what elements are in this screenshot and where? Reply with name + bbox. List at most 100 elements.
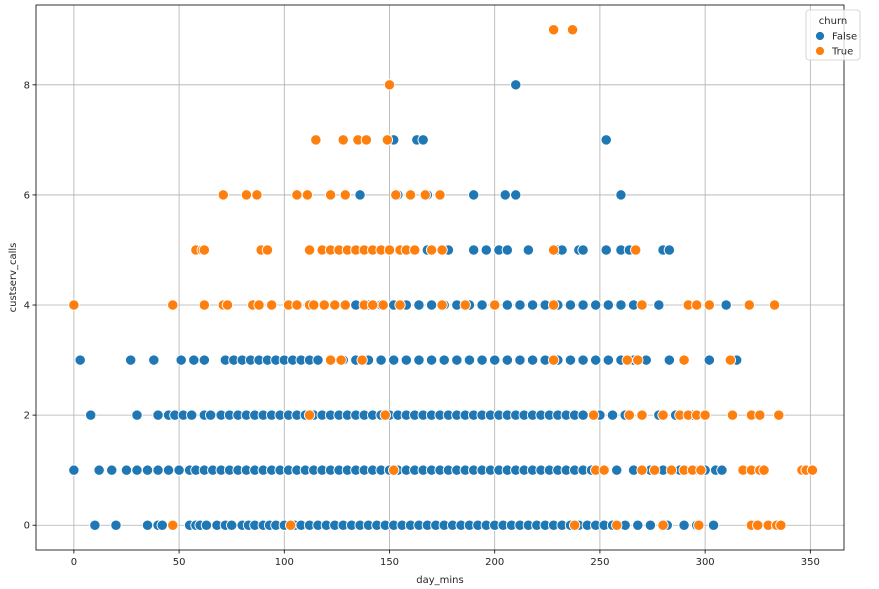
point-true — [743, 299, 755, 311]
x-tick-label: 350 — [801, 557, 820, 568]
point-false — [110, 519, 122, 531]
point-false — [602, 354, 614, 366]
x-tick-label: 150 — [380, 557, 399, 568]
point-true — [569, 519, 581, 531]
point-false — [514, 299, 526, 311]
point-false — [720, 299, 732, 311]
point-false — [600, 134, 612, 146]
point-false — [526, 299, 539, 311]
point-true — [665, 464, 678, 476]
point-false — [632, 519, 644, 531]
point-true — [773, 409, 785, 421]
data-points — [68, 24, 819, 531]
point-true — [632, 354, 644, 366]
x-tick-label: 100 — [275, 557, 294, 568]
point-false — [526, 354, 539, 366]
x-tick-label: 200 — [485, 557, 504, 568]
point-false — [514, 354, 526, 366]
point-false — [602, 299, 614, 311]
point-true — [724, 354, 737, 366]
legend-marker — [815, 31, 825, 41]
point-false — [173, 464, 185, 476]
point-false — [716, 464, 728, 476]
point-false — [413, 299, 425, 311]
point-true — [703, 299, 715, 311]
point-false — [510, 189, 522, 201]
point-true — [436, 244, 448, 256]
point-true — [404, 189, 417, 201]
point-true — [253, 299, 265, 311]
y-tick-label: 2 — [24, 411, 30, 422]
x-tick-label: 250 — [590, 557, 609, 568]
point-true — [419, 189, 431, 201]
point-false — [413, 354, 425, 366]
point-true — [381, 134, 394, 146]
point-false — [125, 354, 137, 366]
point-false — [106, 464, 118, 476]
legend-marker — [815, 46, 825, 56]
point-false — [204, 409, 217, 421]
x-tick-label: 300 — [696, 557, 715, 568]
point-false — [400, 354, 412, 366]
point-false — [590, 354, 602, 366]
point-true — [699, 409, 711, 421]
point-false — [148, 354, 160, 366]
point-false — [388, 354, 400, 366]
point-false — [644, 519, 657, 531]
point-true — [726, 409, 739, 421]
point-true — [388, 464, 400, 476]
point-false — [200, 519, 213, 531]
legend: churn False True — [805, 9, 861, 61]
point-true — [587, 409, 600, 421]
point-false — [600, 244, 612, 256]
point-false — [501, 244, 513, 256]
legend-title: churn — [819, 16, 847, 27]
point-false — [425, 354, 438, 366]
point-false — [451, 354, 463, 366]
point-true — [425, 244, 438, 256]
point-false — [611, 464, 623, 476]
point-false — [226, 519, 238, 531]
point-true — [693, 519, 705, 531]
point-false — [501, 299, 513, 311]
point-true — [301, 189, 314, 201]
legend-label: False — [832, 32, 857, 43]
point-true — [547, 244, 560, 256]
point-true — [240, 189, 253, 201]
point-false — [156, 519, 168, 531]
point-true — [360, 134, 373, 146]
series-true — [68, 24, 819, 531]
point-true — [695, 464, 707, 476]
plot-frame — [35, 4, 845, 551]
point-false — [564, 299, 577, 311]
point-true — [623, 409, 636, 421]
point-false — [678, 519, 690, 531]
point-true — [754, 409, 766, 421]
point-false — [312, 354, 324, 366]
point-false — [577, 354, 589, 366]
point-false — [468, 244, 480, 256]
y-tick-label: 4 — [24, 301, 30, 312]
x-axis-label: day_mins — [416, 575, 463, 586]
y-tick-label: 0 — [24, 521, 30, 532]
point-false — [663, 354, 676, 366]
point-false — [68, 464, 80, 476]
point-true — [489, 299, 501, 311]
point-true — [636, 299, 648, 311]
point-true — [459, 299, 471, 311]
point-true — [409, 244, 421, 256]
point-true — [356, 354, 368, 366]
point-true — [752, 519, 764, 531]
point-true — [324, 354, 337, 366]
point-true — [648, 464, 661, 476]
legend-label: True — [831, 47, 853, 58]
point-true — [806, 464, 819, 476]
point-true — [691, 299, 703, 311]
point-true — [261, 244, 274, 256]
point-true — [291, 299, 303, 311]
point-false — [489, 354, 501, 366]
point-true — [383, 79, 396, 91]
point-true — [318, 299, 330, 311]
point-false — [198, 354, 210, 366]
